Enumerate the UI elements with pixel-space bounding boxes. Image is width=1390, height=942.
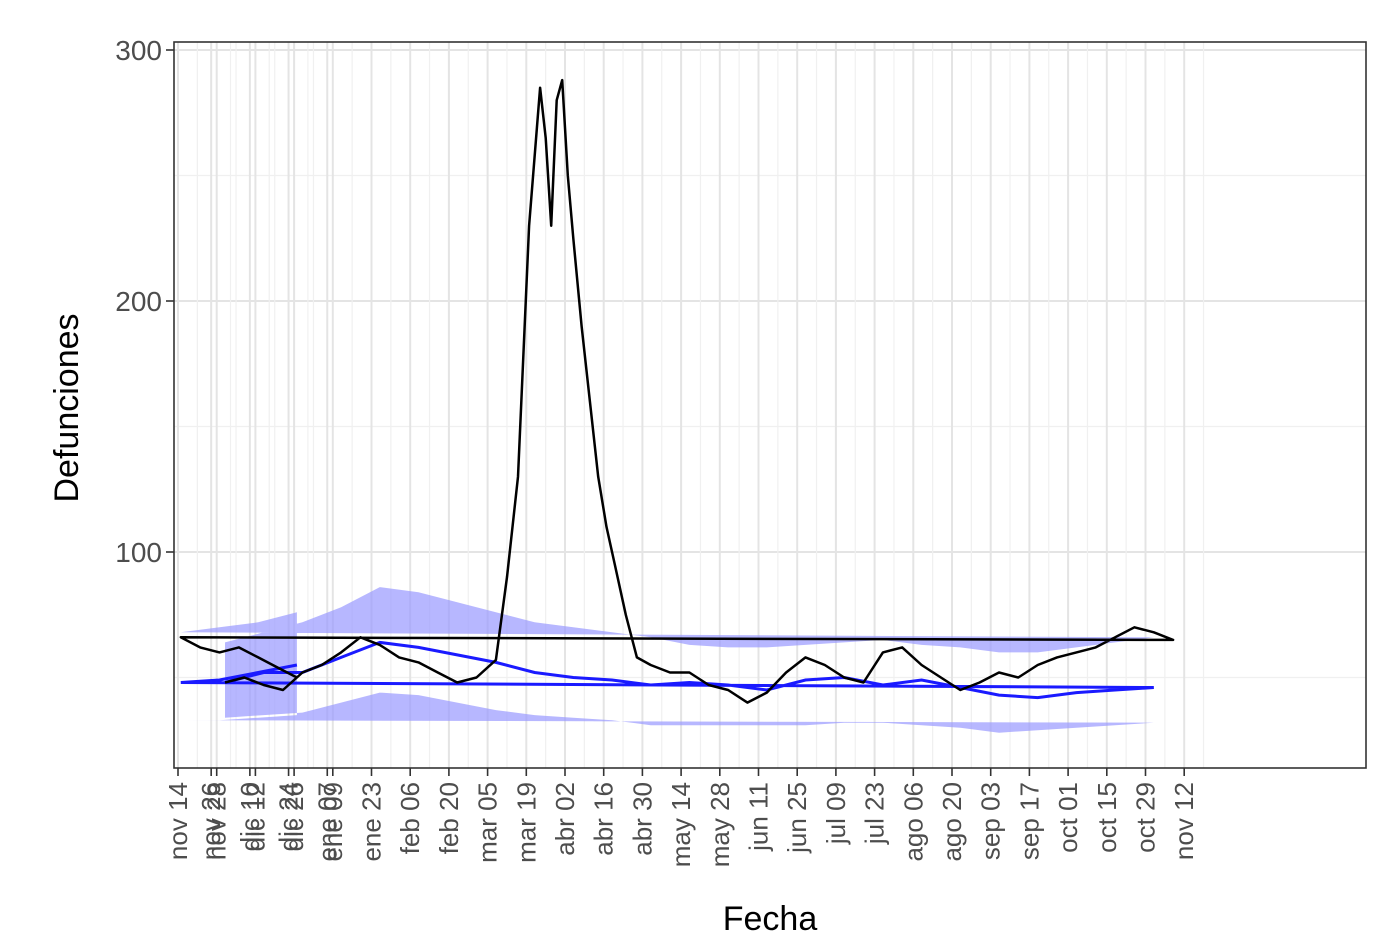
x-tick-label: nov 12 (1169, 782, 1199, 860)
x-tick-label: jul 09 (821, 782, 851, 845)
x-tick-label: oct 01 (1053, 782, 1083, 853)
plot-panel (174, 42, 1366, 768)
x-tick-label: ene 09 (318, 782, 348, 862)
x-tick-label: dic 26 (279, 782, 309, 851)
y-tick-label: 100 (115, 537, 162, 568)
x-tick-label: mar 05 (473, 782, 503, 863)
x-tick-label: oct 29 (1131, 782, 1161, 853)
x-tick-label: ago 20 (937, 782, 967, 862)
x-tick-label: dic 24 (274, 782, 304, 851)
x-tick-label: nov 28 (202, 782, 232, 860)
x-tick-label: ene 07 (312, 782, 342, 862)
x-tick-label: abr 02 (550, 782, 580, 856)
x-tick-label: dic 12 (240, 782, 270, 851)
y-axis-title: Defunciones (48, 313, 86, 502)
y-tick-label: 300 (115, 35, 162, 66)
observed-series (179, 78, 1175, 704)
plot-border (173, 41, 1367, 769)
x-tick-label: ene 23 (357, 782, 387, 862)
x-tick-label: jul 23 (860, 782, 890, 845)
expected-line (180, 640, 1154, 700)
x-tick-label: feb 20 (434, 782, 464, 854)
y-tick-label: 200 (115, 286, 162, 317)
x-tick-label: nov 26 (196, 782, 226, 860)
expected-series (180, 640, 1154, 700)
x-tick-label: feb 06 (395, 782, 425, 854)
x-tick-label: ago 06 (898, 782, 928, 862)
x-tick-label: oct 15 (1092, 782, 1122, 853)
x-tick-label: jun 25 (782, 782, 812, 854)
expected-band (180, 587, 1154, 733)
grid (174, 42, 1366, 768)
x-axis-title: Fecha (723, 900, 818, 938)
x-axis: nov 14 nov 28 dic 12 dic 26 ene 09 ene 23 feb … (163, 768, 1199, 867)
observed-line (179, 78, 1175, 704)
x-tick-label: abr 30 (627, 782, 657, 856)
x-tick-label: may 28 (705, 782, 735, 867)
y-axis: 100 200 300 (115, 35, 174, 568)
x-tick-label: may 14 (666, 782, 696, 867)
x-tick-label: sep 03 (976, 782, 1006, 860)
x-tick-label: jun 11 (744, 782, 774, 852)
x-tick-label: mar 19 (511, 782, 541, 863)
x-tick-label: abr 16 (589, 782, 619, 856)
x-tick-label: nov 14 (163, 782, 193, 860)
x-tick-label: dic 10 (235, 782, 265, 851)
x-tick-label: sep 17 (1014, 782, 1044, 860)
expected-band-area (180, 587, 1154, 733)
